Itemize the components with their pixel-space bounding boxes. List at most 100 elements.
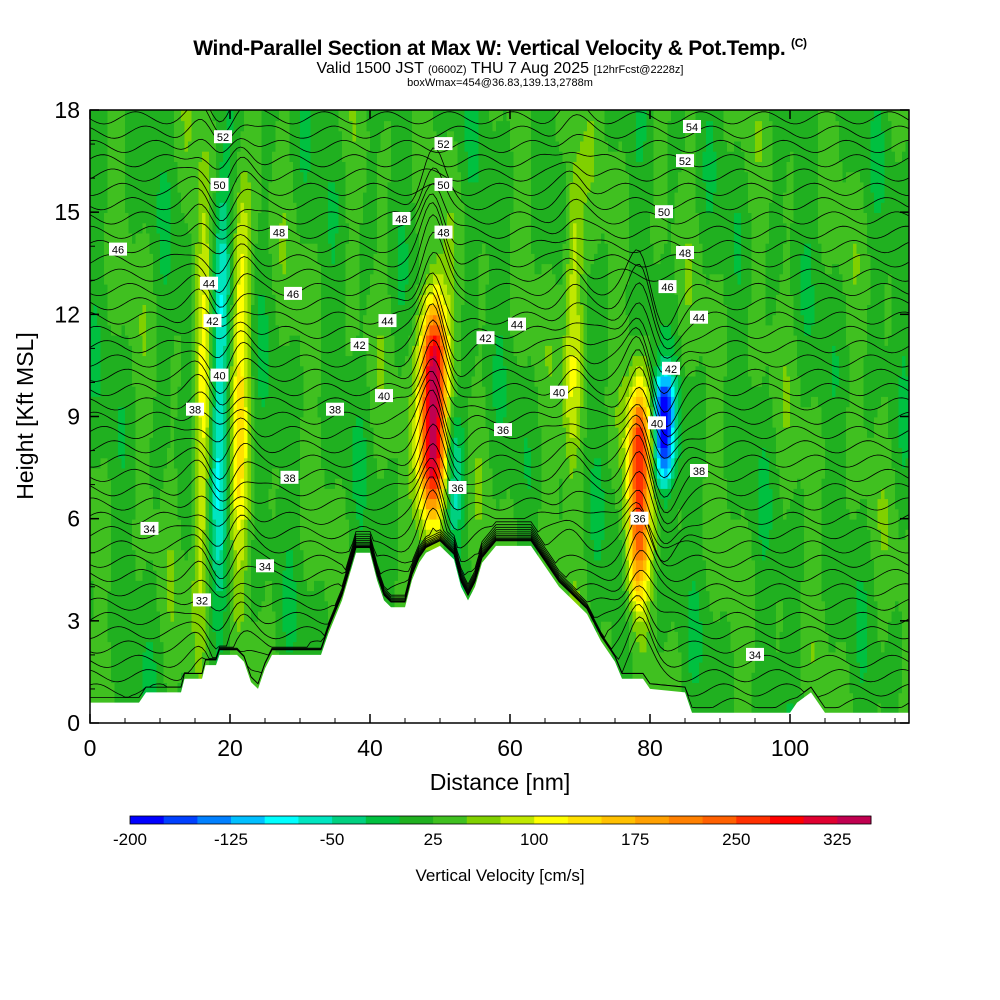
theta-label-bg (203, 314, 222, 328)
copyright-mark: (C) (791, 36, 807, 50)
theta-label-bg (658, 280, 677, 294)
y-tick-label: 0 (67, 710, 80, 736)
theta-label: 38 (693, 466, 705, 478)
theta-label: 32 (196, 595, 208, 607)
theta-contour-labels: 52 50 48 46 44 46 42 40 38 38 38 34 34 32 52 50 48 48 44 42… (109, 120, 764, 662)
theta-isoline (90, 489, 909, 566)
colorbar-swatch (534, 816, 569, 824)
x-axis-label: Distance [nm] (430, 769, 571, 795)
x-tick-label: 100 (771, 735, 809, 761)
theta-label-bg (186, 402, 204, 416)
colorbar-swatch (601, 816, 636, 824)
theta-label: 36 (451, 483, 463, 495)
theta-label-bg (434, 177, 453, 191)
theta-label: 38 (283, 473, 295, 485)
theta-label: 44 (203, 279, 215, 291)
theta-label-bg (284, 286, 302, 300)
theta-label: 50 (658, 207, 670, 219)
theta-isoline (90, 537, 909, 658)
theta-label-bg (378, 314, 397, 328)
theta-isoline (90, 202, 909, 275)
theta-label-bg (676, 246, 694, 259)
theta-label: 40 (213, 371, 225, 383)
theta-label-bg (326, 402, 344, 416)
y-tick-label: 15 (54, 199, 80, 225)
theta-label: 34 (143, 524, 155, 536)
theta-label: 34 (749, 650, 761, 662)
theta-label-bg (270, 225, 288, 239)
colorbar-swatch (837, 816, 872, 824)
colorbar-tick-label: 100 (520, 830, 548, 849)
theta-label: 54 (686, 122, 698, 134)
theta-isoline (90, 457, 909, 533)
theta-isoline (90, 167, 909, 231)
theta-isoline (90, 272, 909, 350)
theta-isoline (90, 527, 909, 590)
colorbar-swatch (231, 816, 266, 824)
terrain-mask (90, 545, 909, 723)
colorbar-label: Vertical Velocity [cm/s] (415, 866, 584, 885)
theta-isoline (90, 535, 909, 631)
theta-label: 42 (665, 364, 677, 376)
theta-label: 42 (206, 316, 218, 328)
theta-isoline (90, 214, 909, 294)
theta-label-bg (648, 416, 666, 430)
colorbar-swatch (365, 816, 400, 824)
theta-isoline (90, 539, 909, 683)
theta-label-bg (494, 423, 512, 437)
theta-label-bg (280, 470, 299, 484)
theta-isoline (90, 404, 909, 498)
colorbar-tick-label: 325 (823, 830, 851, 849)
theta-label: 50 (213, 180, 225, 192)
theta-label: 40 (651, 418, 663, 430)
theta-label-bg (508, 317, 526, 331)
theta-label: 52 (217, 132, 229, 144)
colorbar-tick-label: -200 (113, 830, 147, 849)
theta-label-bg (109, 242, 127, 256)
theta-label: 44 (511, 320, 523, 332)
x-tick-label: 40 (357, 735, 383, 761)
theta-isoline (90, 146, 909, 170)
theta-isoline (90, 71, 909, 105)
x-tick-label: 20 (217, 735, 243, 761)
theta-isoline (90, 533, 909, 612)
theta-isoline (90, 147, 909, 222)
theta-isoline (90, 507, 909, 579)
colorbar-swatch (803, 816, 838, 824)
colorbar-swatch (399, 816, 434, 824)
theta-label-bg (200, 276, 218, 290)
theta-isoline (90, 466, 909, 544)
theta-isoline (90, 531, 909, 598)
theta-isoline (90, 389, 909, 479)
valid-time-line: Valid 1500 JST (0600Z) THU 7 Aug 2025 [1… (316, 60, 684, 77)
theta-isoline (90, 251, 909, 341)
theta-label-bg (683, 120, 701, 133)
y-tick-label: 3 (67, 608, 80, 634)
theta-label: 36 (497, 425, 509, 437)
theta-label-bg (690, 310, 708, 324)
theta-label-bg (476, 331, 495, 345)
y-tick-label: 6 (67, 506, 80, 532)
theta-label-bg (746, 647, 764, 661)
theta-label: 34 (259, 561, 271, 573)
colorbar-swatch (770, 816, 805, 824)
theta-label: 42 (479, 333, 491, 345)
theta-isoline (90, 358, 909, 437)
theta-isoline (90, 540, 909, 698)
colorbar-swatch (130, 816, 165, 824)
theta-label: 46 (287, 289, 299, 301)
theta-isoline (90, 538, 909, 668)
chart-title: Wind-Parallel Section at Max W: Vertical… (193, 36, 807, 60)
colorbar-swatch (500, 816, 535, 824)
theta-label-bg (662, 361, 680, 375)
theta-label-bg (350, 338, 369, 351)
colorbar-swatch (197, 816, 232, 824)
colorbar-tick-label: -50 (320, 830, 345, 849)
theta-label: 40 (553, 388, 565, 400)
theta-isoline (90, 183, 909, 240)
theta-label: 50 (437, 180, 449, 192)
theta-label: 52 (679, 156, 691, 168)
theta-label-bg (256, 559, 274, 573)
